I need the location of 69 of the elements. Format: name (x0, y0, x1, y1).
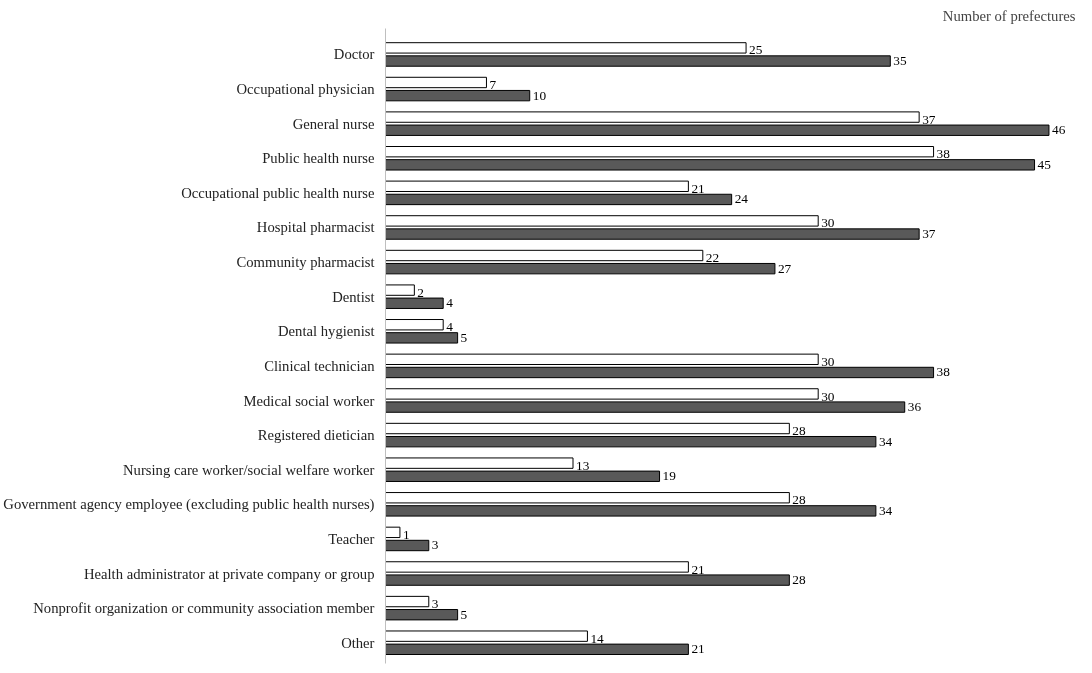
y-tick-label: Occupational public health nurse (181, 184, 375, 201)
data-label: 25 (749, 42, 763, 58)
data-label: 10 (532, 87, 547, 103)
data-label: 34 (878, 502, 893, 518)
data-label: 3 (431, 537, 439, 553)
y-tick-label: Other (341, 634, 375, 651)
y-tick-label: Public health nurse (262, 150, 375, 167)
bar (385, 249, 704, 262)
data-label: 28 (792, 572, 807, 588)
bar (385, 193, 733, 206)
y-tick-label: Hospital pharmacist (256, 219, 375, 236)
y-tick-label: General nurse (292, 115, 375, 132)
bar (385, 435, 877, 448)
y-tick-label: Government agency employee (excluding public health nurses) (3, 496, 375, 514)
data-label: 1 (402, 526, 410, 542)
bar (385, 422, 790, 435)
data-label: 37 (922, 226, 936, 242)
data-label: 46 (1051, 122, 1066, 138)
bar (385, 89, 531, 102)
data-label: 22 (705, 250, 720, 266)
y-tick-label: Dentist (332, 288, 375, 305)
data-label: 5 (460, 606, 468, 622)
data-label: 35 (893, 53, 907, 69)
bar (385, 595, 430, 608)
data-label: 36 (907, 399, 922, 415)
data-label: 13 (576, 457, 590, 473)
data-label: 4 (446, 319, 454, 335)
data-label: 19 (662, 468, 677, 484)
data-label: 14 (590, 630, 605, 646)
y-tick-label: Community pharmacist (236, 254, 375, 271)
data-label: 4 (446, 295, 454, 311)
data-label: 27 (777, 260, 792, 276)
data-label: 2 (417, 284, 425, 300)
y-tick-label: Health administrator at private company or group (83, 565, 375, 582)
y-tick-label: Registered dietician (257, 427, 376, 444)
x-axis-title: Number of prefectures (942, 7, 1076, 24)
y-tick-label: Occupational physician (236, 81, 376, 98)
y-tick-label: Nonprofit organization or community association member (33, 600, 375, 617)
data-label: 21 (691, 641, 705, 657)
data-label: 24 (734, 191, 749, 207)
y-tick-label: Doctor (333, 46, 375, 63)
bar (385, 262, 776, 275)
data-label: 7 (489, 77, 497, 93)
bar (385, 539, 430, 552)
data-label: 21 (691, 180, 705, 196)
y-tick-label: Medical social worker (243, 392, 375, 409)
y-tick-label: Dental hygienist (278, 323, 375, 340)
bar (385, 76, 487, 89)
data-label: 21 (691, 561, 705, 577)
data-label: 30 (821, 388, 835, 404)
bar (385, 180, 689, 192)
data-label: 28 (792, 423, 807, 439)
data-label: 38 (936, 146, 951, 162)
y-tick-label: Teacher (328, 530, 375, 547)
data-label: 28 (792, 492, 807, 508)
bar (385, 353, 819, 366)
data-label: 5 (460, 329, 468, 345)
data-label: 30 (821, 215, 835, 231)
data-label: 34 (878, 433, 893, 449)
data-label: 38 (936, 364, 951, 380)
data-label: 45 (1037, 156, 1052, 172)
data-label: 3 (431, 596, 439, 612)
y-tick-label: Nursing care worker/social welfare worker (123, 461, 375, 478)
data-label: 37 (922, 111, 936, 127)
bar (385, 526, 401, 539)
data-label: 30 (821, 353, 835, 369)
bar (385, 366, 935, 379)
bar (385, 609, 459, 621)
y-tick-label: Clinical technician (264, 357, 376, 374)
